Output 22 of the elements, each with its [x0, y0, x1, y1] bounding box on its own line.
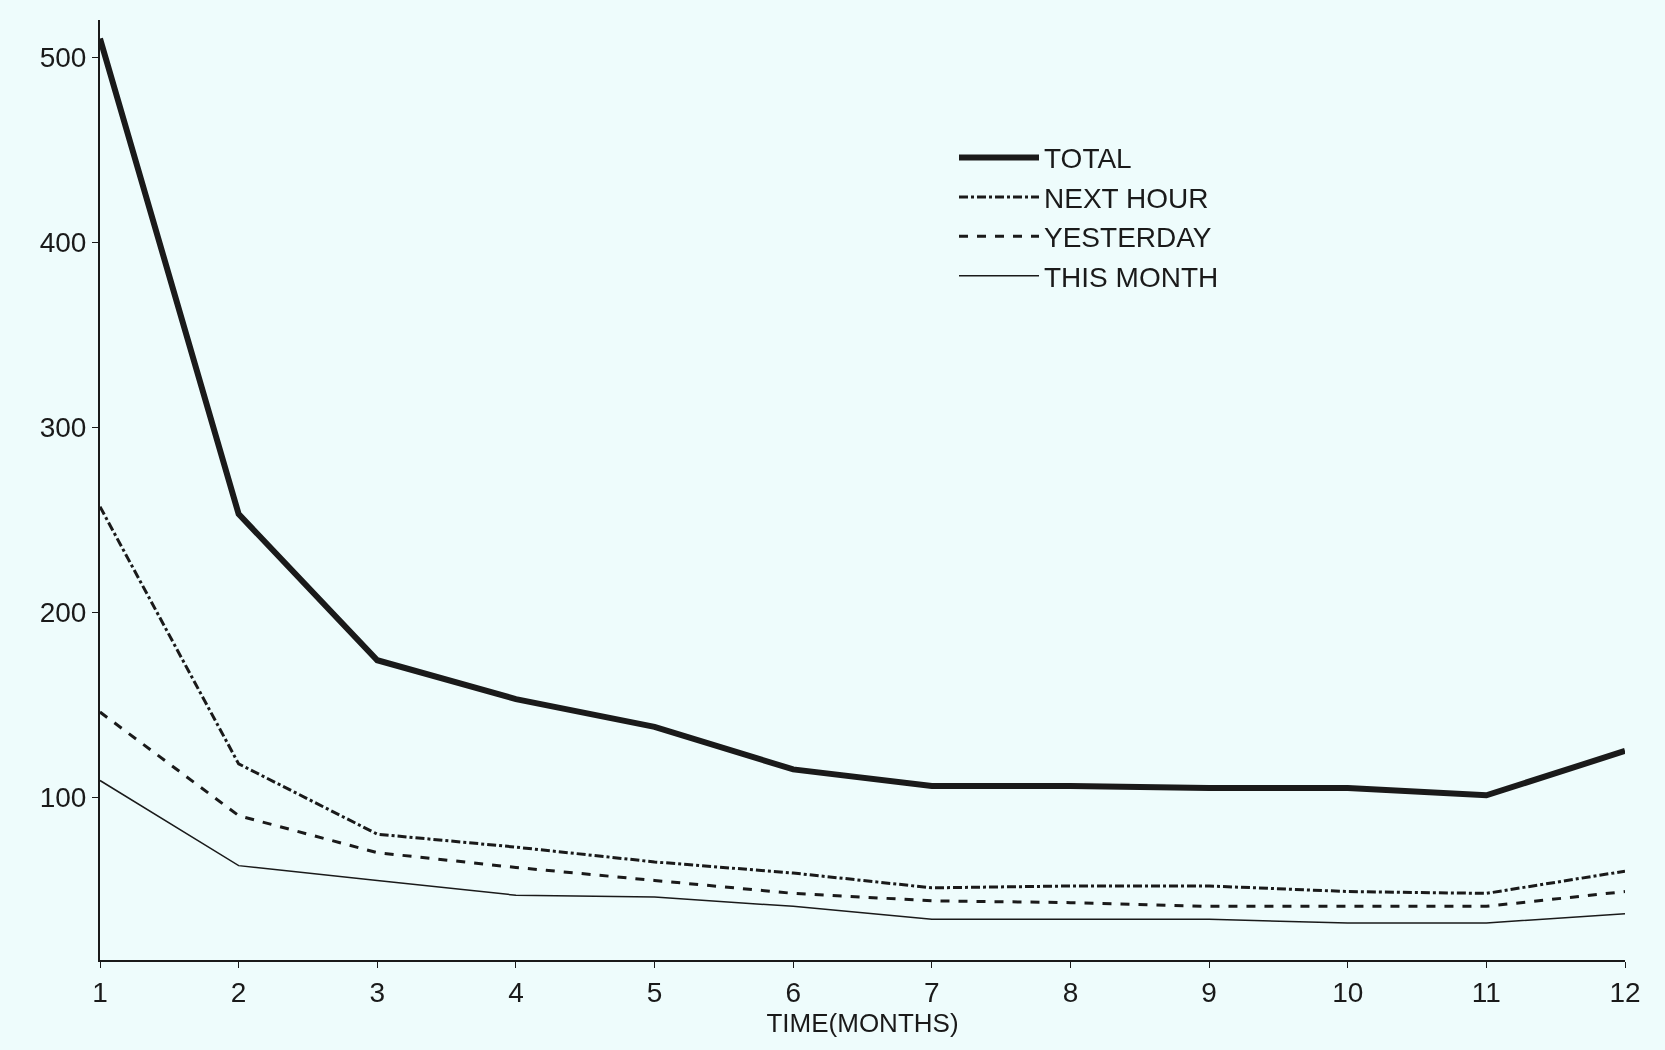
- legend-label: NEXT HOUR: [1044, 182, 1209, 214]
- x-tick-label: 11: [1471, 976, 1501, 1008]
- y-tick-label: 300: [39, 411, 87, 443]
- y-tick-label: 500: [39, 41, 87, 73]
- x-tick-label: 7: [924, 976, 940, 1008]
- x-tick-label: 12: [1609, 976, 1641, 1008]
- legend-label: YESTERDAY: [1044, 222, 1212, 254]
- legend-label: TOTAL: [1044, 143, 1132, 175]
- x-tick-label: 6: [785, 976, 801, 1008]
- y-tick-label: 200: [39, 596, 87, 628]
- y-tick-label: 100: [39, 781, 87, 813]
- y-tick-label: 400: [39, 226, 87, 258]
- x-tick-label: 8: [1062, 976, 1079, 1008]
- x-axis-title: TIME(MONTHS): [766, 1007, 959, 1038]
- x-tick-label: 1: [92, 976, 108, 1008]
- x-tick-label: 2: [230, 976, 247, 1008]
- x-tick-label: 4: [508, 976, 524, 1008]
- x-tick-label: 5: [646, 976, 663, 1008]
- x-tick-label: 3: [369, 976, 386, 1008]
- legend-label: THIS MONTH: [1044, 261, 1219, 293]
- x-tick-label: 10: [1332, 976, 1364, 1008]
- x-tick-label: 9: [1201, 976, 1217, 1008]
